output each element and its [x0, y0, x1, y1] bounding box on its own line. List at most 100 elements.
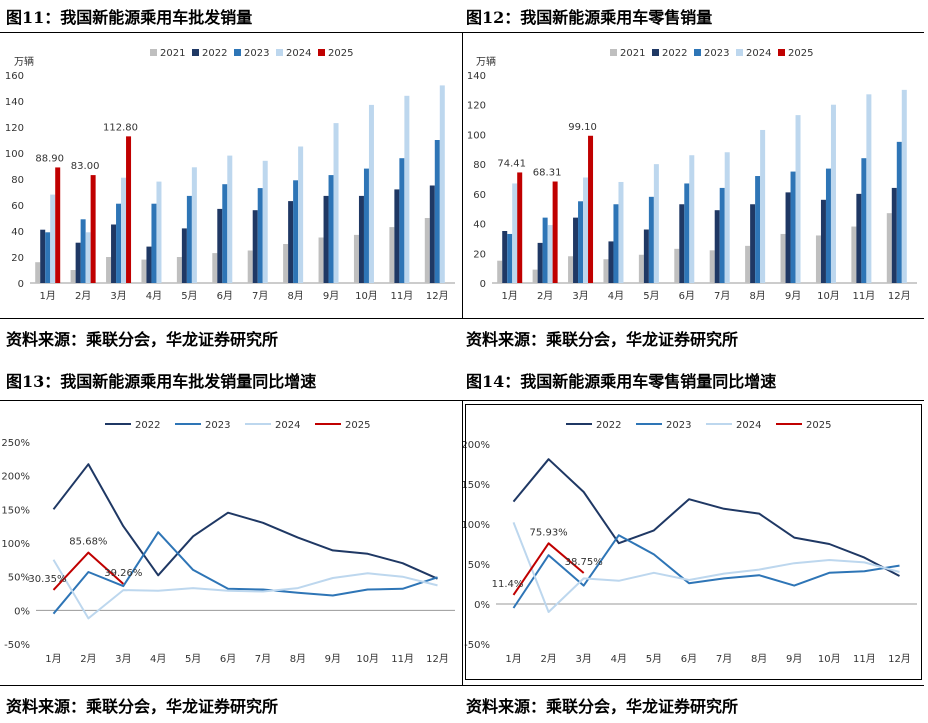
x-tick-label: 5月 — [181, 290, 197, 302]
y-tick-label: 100 — [467, 130, 486, 141]
x-tick-label: 1月 — [505, 653, 521, 665]
data-label: 112.80 — [103, 122, 138, 133]
x-tick-label: 2月 — [75, 290, 91, 302]
bar-2022 — [394, 189, 400, 283]
x-tick-label: 6月 — [220, 653, 236, 665]
bar-2024 — [262, 160, 268, 283]
y-tick-label: 150% — [1, 505, 30, 516]
x-tick-label: 10月 — [817, 290, 840, 302]
bar-2022 — [75, 242, 81, 283]
data-label: 75.93% — [530, 527, 568, 538]
line-series-2023 — [52, 531, 438, 615]
bar-2024 — [50, 194, 56, 283]
bar-2022 — [537, 242, 543, 283]
figure-14-frame — [465, 404, 922, 680]
bar-2025 — [55, 167, 61, 283]
bar-2023 — [648, 196, 654, 283]
x-tick-label: 12月 — [888, 653, 911, 665]
bar-2023 — [507, 233, 513, 283]
data-label: 11.4% — [492, 579, 524, 590]
line-series-2025 — [52, 551, 124, 591]
bar-2024 — [121, 177, 127, 283]
bar-2022 — [146, 246, 152, 283]
bar-2024 — [547, 225, 553, 283]
x-tick-label: 3月 — [110, 290, 126, 302]
bar-2023 — [151, 203, 157, 283]
data-label: 38.75% — [565, 557, 603, 568]
x-tick-label: 10月 — [818, 653, 841, 665]
bar-2021 — [745, 245, 751, 283]
bar-2024 — [653, 164, 659, 283]
x-tick-label: 2月 — [80, 653, 96, 665]
y-tick-label: 0% — [474, 600, 490, 611]
bar-2023 — [399, 158, 405, 283]
bar-2024 — [368, 104, 374, 284]
legend-swatch-2025 — [318, 49, 325, 56]
figure-12-title: 图12：我国新能源乘用车零售销量 — [466, 8, 713, 27]
x-tick-label: 6月 — [217, 290, 233, 302]
bar-2023 — [861, 158, 867, 283]
y-tick-label: 40 — [11, 227, 24, 238]
legend-label-2025: 2025 — [328, 48, 353, 59]
x-tick-label: 1月 — [40, 290, 56, 302]
bar-2024 — [866, 94, 872, 283]
figure-11-source: 资料来源：乘联分会，华龙证券研究所 — [6, 330, 279, 349]
y-tick-label: 150% — [462, 480, 490, 491]
x-tick-label: 2月 — [537, 290, 553, 302]
bar-2022 — [358, 195, 364, 283]
x-tick-label: 4月 — [611, 653, 627, 665]
y-tick-label: -50% — [464, 640, 490, 651]
y-tick-label: 100% — [462, 520, 490, 531]
legend-label-2024: 2024 — [286, 48, 311, 59]
legend-label-2023: 2023 — [704, 48, 729, 59]
bar-2021 — [247, 250, 253, 283]
bar-2023 — [45, 232, 51, 283]
bar-2024 — [512, 183, 518, 283]
y-tick-label: 50% — [8, 573, 30, 584]
bar-2024 — [85, 232, 91, 283]
bar-2021 — [176, 257, 182, 283]
bar-2022 — [608, 241, 614, 283]
legend-label-2024: 2024 — [746, 48, 771, 59]
figure-13-line-chart: -50% 0% 50% 100% 150% 200% 250% 1月 2月 3月 4月 5月 6月 7月 8… — [1, 420, 455, 665]
legend-swatch-2023 — [234, 49, 241, 56]
line-series-2025 — [512, 542, 585, 596]
bar-2021 — [851, 226, 857, 283]
x-tick-label: 7月 — [255, 653, 271, 665]
bar-2021 — [886, 213, 892, 283]
x-tick-label: 8月 — [751, 653, 767, 665]
bar-2022 — [573, 217, 579, 283]
divider-mid-lower — [0, 400, 924, 401]
bar-2023 — [719, 187, 725, 283]
legend-swatch-2022 — [192, 49, 199, 56]
bar-2025 — [126, 136, 132, 283]
data-label: 85.68% — [69, 537, 107, 548]
data-label: 88.90 — [35, 153, 64, 164]
data-label: 30.35% — [28, 574, 66, 585]
y-tick-label: 0 — [18, 279, 24, 290]
bar-2021 — [424, 218, 430, 283]
legend-label-2023: 2023 — [205, 420, 230, 431]
bar-2022 — [288, 201, 294, 283]
bar-2021 — [353, 234, 359, 283]
legend-swatch-2021 — [150, 49, 157, 56]
unit-label: 万辆 — [476, 55, 496, 68]
x-tick-label: 8月 — [287, 290, 303, 302]
y-tick-label: 100 — [5, 149, 24, 160]
bar-2023 — [116, 203, 122, 283]
bar-2022 — [323, 195, 329, 283]
legend-swatch-2025 — [778, 49, 785, 56]
bar-2023 — [684, 183, 690, 283]
y-tick-label: 100% — [1, 539, 30, 550]
bar-2024 — [439, 85, 445, 284]
bar-2024 — [689, 155, 695, 283]
x-tick-label: 7月 — [252, 290, 268, 302]
legend-swatch-2024 — [736, 49, 743, 56]
figure-14-line-chart: -50% 0% 50% 100% 150% 200% 1月 2月 3月 4月 5月 6月 7月 8月 9月 1… — [462, 420, 917, 665]
legend-label-2021: 2021 — [160, 48, 185, 59]
y-tick-label: 80 — [473, 160, 486, 171]
legend-label-2025: 2025 — [806, 420, 831, 431]
line-series-2022 — [512, 458, 900, 577]
bar-2021 — [283, 244, 289, 283]
y-tick-label: 20 — [473, 249, 486, 260]
